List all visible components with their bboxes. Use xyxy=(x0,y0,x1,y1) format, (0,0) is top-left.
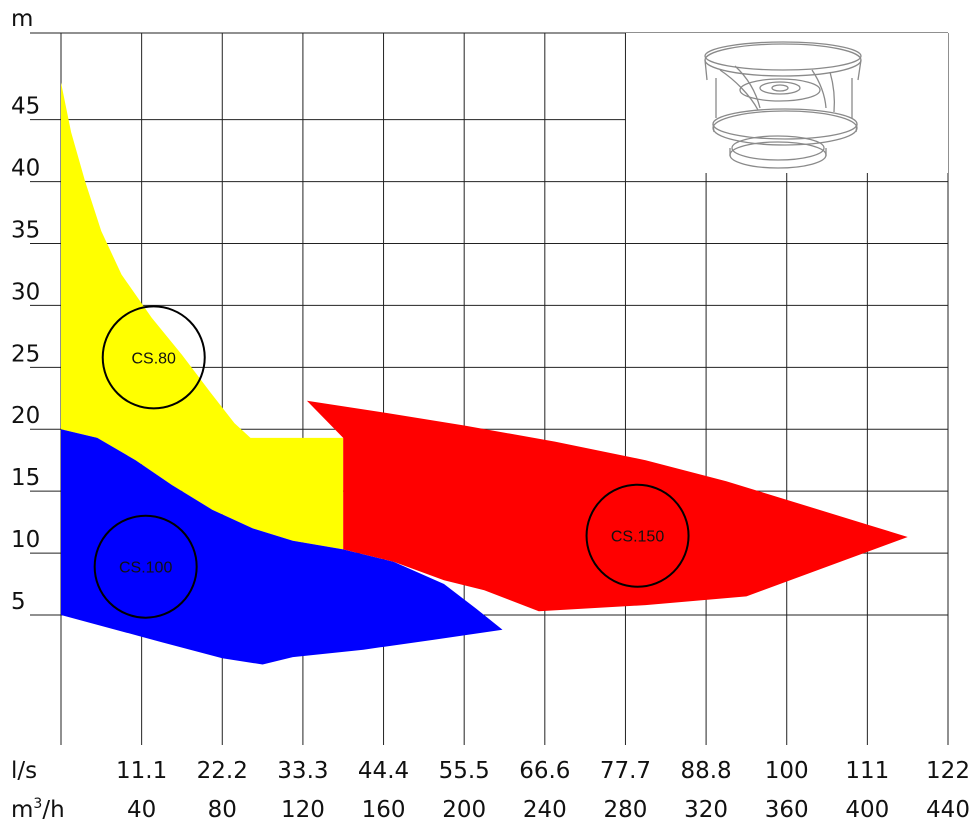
x-tick-label-m3h: 80 xyxy=(208,797,237,823)
pump-regions xyxy=(61,82,908,665)
x-axis-unit-m3h: m3/h xyxy=(11,796,65,823)
x-tick-label-ls: 77.7 xyxy=(600,758,651,784)
label-cs-150: CS.150 xyxy=(611,529,664,546)
x-tick-label-ls: 66.6 xyxy=(519,758,570,784)
y-tick-label: 30 xyxy=(11,279,40,305)
x-tick-label-m3h: 320 xyxy=(684,797,728,823)
region-labels: CS.80 CS.100 CS.150 xyxy=(93,305,690,619)
y-tick-label: 15 xyxy=(11,465,40,491)
x-tick-label-m3h: 160 xyxy=(362,797,406,823)
x-tick-label-ls: 44.4 xyxy=(358,758,409,784)
region-cs-150 xyxy=(306,400,908,612)
label-circle-cs-80 xyxy=(101,305,206,410)
x-tick-label-ls: 33.3 xyxy=(277,758,328,784)
x-tick-label-ls: 55.5 xyxy=(439,758,490,784)
label-cs-80: CS.80 xyxy=(131,350,176,367)
x-tick-label-ls: 100 xyxy=(765,758,809,784)
x-tick-label-m3h: 440 xyxy=(926,797,970,823)
label-cs-100: CS.100 xyxy=(119,560,172,577)
y-tick-label: 40 xyxy=(11,156,40,182)
x-tick-label-m3h: 280 xyxy=(604,797,648,823)
x-tick-label-ls: 122 xyxy=(926,758,970,784)
y-tick-label: 45 xyxy=(11,94,40,120)
y-tick-label: 5 xyxy=(11,589,26,615)
pump-impeller-icon xyxy=(704,41,862,169)
y-tick-label: 20 xyxy=(11,403,40,429)
x-tick-label-ls: 111 xyxy=(845,758,889,784)
region-cs-100 xyxy=(61,429,503,665)
x-tick-label-ls: 11.1 xyxy=(116,758,167,784)
x-tick-label-m3h: 360 xyxy=(765,797,809,823)
y-tick-label: 35 xyxy=(11,218,40,244)
x-axes: l/s m3/h 11.1 22.2 33.3 44.4 55.5 66.6 77.7 88.… xyxy=(11,758,970,823)
y-tick-label: 25 xyxy=(11,341,40,367)
x-tick-label-m3h: 40 xyxy=(127,797,156,823)
x-tick-label-m3h: 400 xyxy=(845,797,889,823)
x-tick-label-m3h: 120 xyxy=(281,797,325,823)
y-axis-ticks: 5 10 15 20 25 30 35 40 45 xyxy=(11,94,40,615)
label-circle-cs-100 xyxy=(93,514,198,619)
illustration-panel xyxy=(626,33,948,173)
x-tick-label-m3h: 240 xyxy=(523,797,567,823)
x-tick-label-ls: 22.2 xyxy=(197,758,248,784)
pump-impeller-illustration xyxy=(626,33,948,173)
y-tick-label: 10 xyxy=(11,527,40,553)
region-cs-80 xyxy=(61,82,344,550)
x-tick-label-ls: 88.8 xyxy=(680,758,731,784)
label-circle-cs-150 xyxy=(585,483,690,588)
x-tick-label-m3h: 200 xyxy=(442,797,486,823)
y-axis-unit: m xyxy=(11,6,33,32)
x-axis-unit-ls: l/s xyxy=(11,758,37,784)
